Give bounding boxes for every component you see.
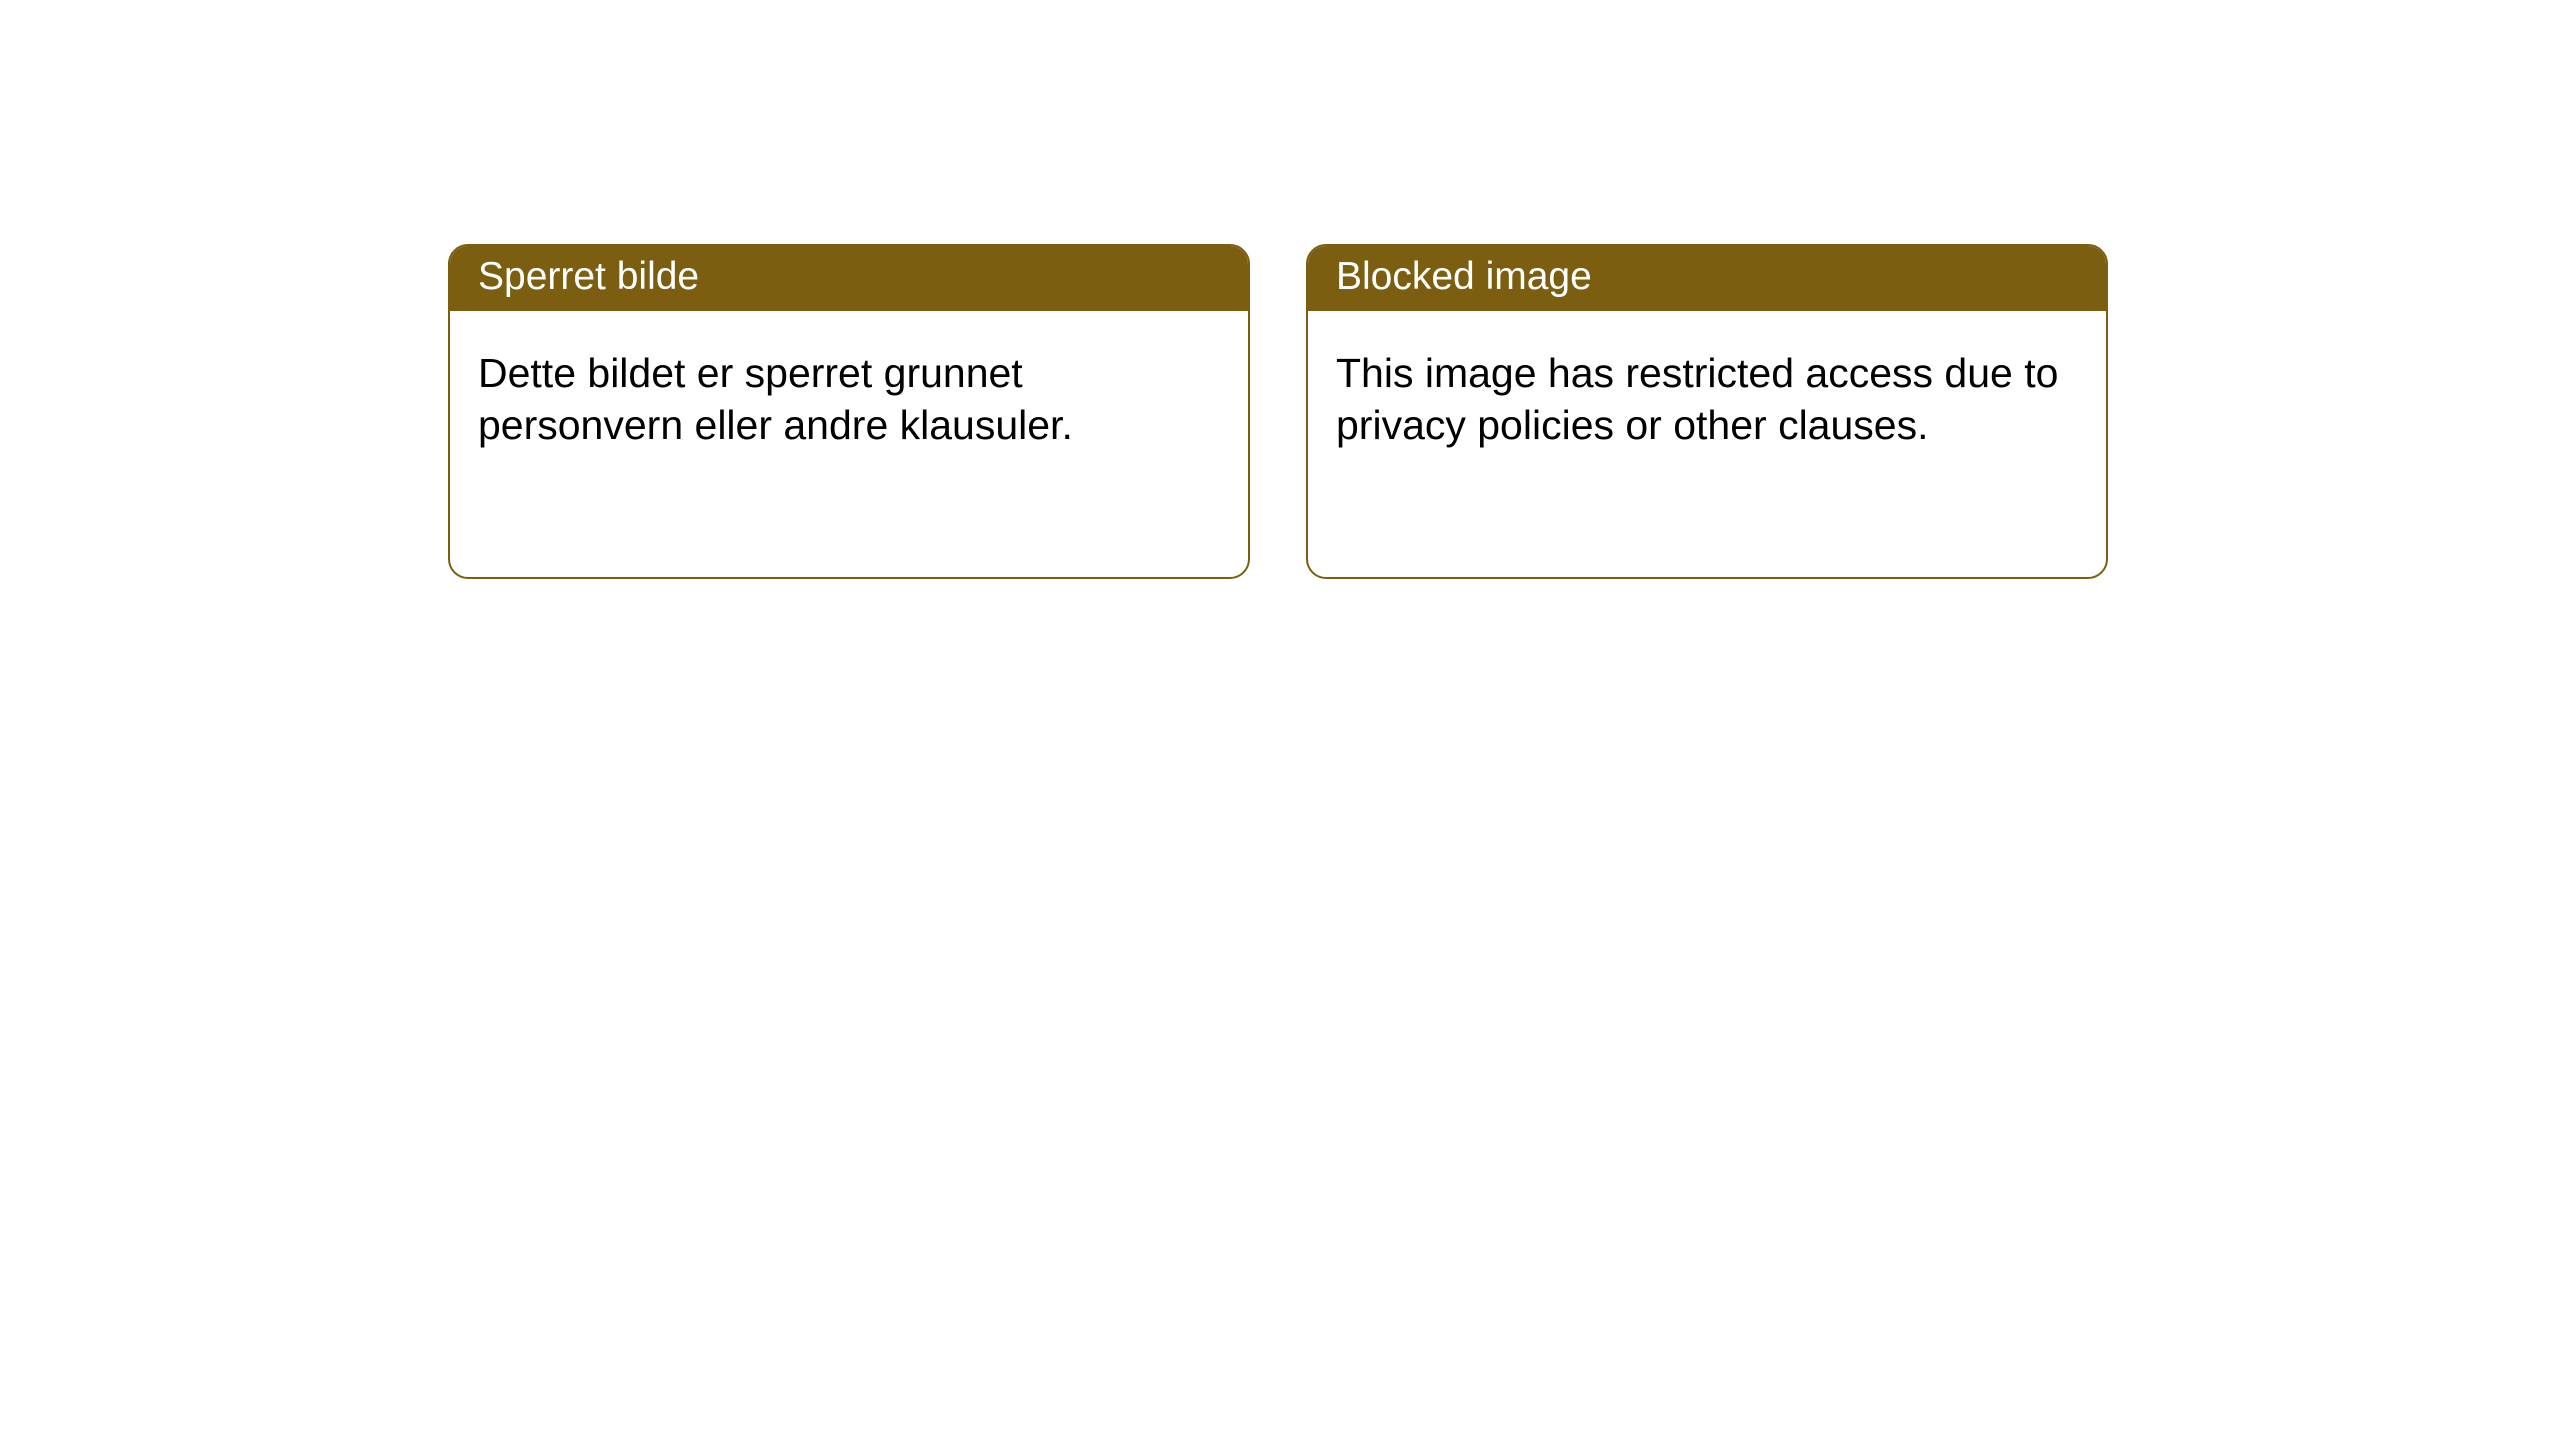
notice-container: Sperret bilde Dette bildet er sperret gr… [0, 0, 2560, 579]
notice-body: This image has restricted access due to … [1308, 311, 2106, 480]
notice-box-norwegian: Sperret bilde Dette bildet er sperret gr… [448, 244, 1250, 579]
notice-body: Dette bildet er sperret grunnet personve… [450, 311, 1248, 480]
notice-header: Sperret bilde [450, 246, 1248, 311]
notice-box-english: Blocked image This image has restricted … [1306, 244, 2108, 579]
notice-header: Blocked image [1308, 246, 2106, 311]
